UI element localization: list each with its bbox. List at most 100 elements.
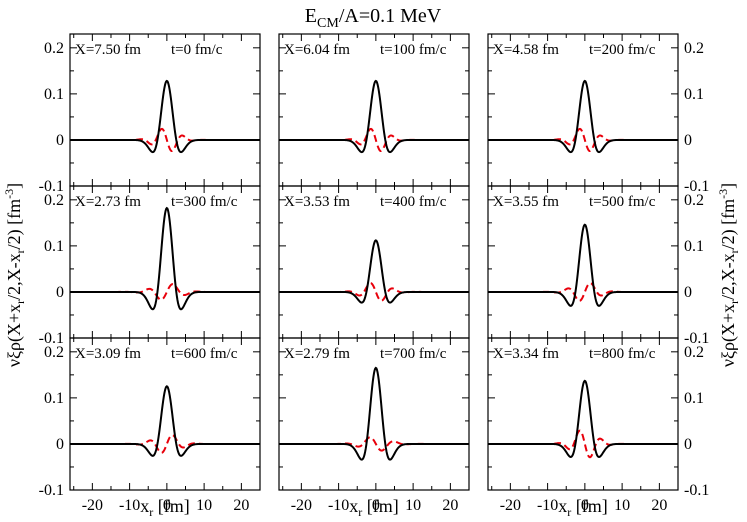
panel-grid: -0.1 0 0.1 0.2 X=7.50 fm t=0 fm/c X=6.04 fm t=1…: [39, 33, 709, 514]
panel: -0.1 0 0.1 0.2 X=7.50 fm t=0 fm/c: [39, 33, 261, 195]
panel-label-x: X=3.53 fm: [284, 194, 350, 210]
y-tick-label-right: -0.1: [684, 330, 709, 347]
x-tick-label: 10: [614, 497, 630, 514]
x-tick-label: 10: [405, 497, 421, 514]
panel-curves: [70, 206, 260, 311]
x-axis-label: xr [fm]: [349, 496, 398, 519]
panel-curves: [70, 385, 260, 457]
y-tick-label-right: -0.1: [684, 482, 709, 499]
x-axis-labels: xr [fm] xr [fm] xr [fm]: [140, 496, 607, 519]
panel: X=3.53 fm t=400 fm/c: [278, 185, 470, 339]
x-tick-label: 20: [233, 497, 249, 514]
y-tick-label-right: -0.1: [684, 178, 709, 195]
figure-title: ECM/A=0.1 MeV: [305, 5, 442, 31]
panel-label-x: X=3.55 fm: [493, 194, 559, 210]
panel-label-x: X=6.04 fm: [284, 42, 350, 58]
y-tick-label-right: 0.2: [684, 344, 704, 361]
y-axis-label-right: νξρ(X+xr/2,X-xr/2) [fm-3]: [716, 183, 741, 367]
x-axis-label: xr [fm]: [140, 496, 189, 519]
y-tick-label: 0.2: [44, 192, 64, 209]
x-tick-label: 20: [442, 497, 458, 514]
panel-label-t: t=200 fm/c: [589, 42, 656, 58]
title-sub: CM: [317, 16, 339, 31]
panel-label-x: X=3.34 fm: [493, 346, 559, 362]
series-solid-line: [70, 206, 260, 311]
y-tick-label-right: 0: [684, 132, 692, 149]
x-tick-label: -20: [500, 497, 521, 514]
panel-label-x: X=2.73 fm: [75, 194, 141, 210]
panel: -20 -10 0 10 20 X=2.79 fm t=700 fm/c: [278, 337, 470, 514]
x-tick-label: -10: [119, 497, 140, 514]
y-tick-label: 0.2: [44, 40, 64, 57]
y-tick-label-right: 0: [684, 284, 692, 301]
series-dashed-line: [70, 434, 260, 454]
y-tick-label-right: 0.1: [684, 238, 704, 255]
panel-frame: [487, 337, 679, 491]
y-tick-label-right: 0.1: [684, 86, 704, 103]
panel-label-x: X=4.58 fm: [493, 42, 559, 58]
x-tick-label: -10: [537, 497, 558, 514]
series-solid-line: [488, 223, 678, 307]
panel-curves: [70, 79, 260, 154]
x-tick-label: 20: [651, 497, 667, 514]
panel: X=6.04 fm t=100 fm/c: [278, 33, 470, 187]
x-tick-label: 10: [196, 497, 212, 514]
y-tick-label-right: 0.2: [684, 192, 704, 209]
panel-frame: [69, 337, 261, 491]
x-tick-label: -10: [328, 497, 349, 514]
y-tick-label: -0.1: [39, 178, 64, 195]
y-tick-label: -0.1: [39, 482, 64, 499]
series-solid-line: [70, 79, 260, 154]
panel-curves: [279, 239, 469, 304]
series-dashed-line: [279, 282, 469, 302]
y-tick-label-right: 0: [684, 436, 692, 453]
panel-label-t: t=700 fm/c: [380, 346, 447, 362]
series-dashed-line: [488, 429, 678, 459]
panel-curves: [279, 366, 469, 461]
y-tick-label: 0.1: [44, 390, 64, 407]
panel-label-t: t=400 fm/c: [380, 194, 447, 210]
x-tick-label: -20: [82, 497, 103, 514]
panel-label-t: t=600 fm/c: [171, 346, 238, 362]
y-tick-label: 0: [56, 436, 64, 453]
panel-curves: [488, 223, 678, 307]
x-tick-label: 0: [372, 497, 380, 514]
panel-curves: [279, 79, 469, 154]
series-solid-line: [279, 239, 469, 304]
panel-frame: [278, 337, 470, 491]
panel: -0.1 0 0.1 0.2 X=3.55 fm t=500 fm/c: [487, 185, 709, 347]
y-tick-label-right: 0.1: [684, 390, 704, 407]
panel-label-x: X=3.09 fm: [75, 346, 141, 362]
y-tick-label: 0.2: [44, 344, 64, 361]
x-axis-label: xr [fm]: [558, 496, 607, 519]
y-tick-label: -0.1: [39, 330, 64, 347]
series-solid-line: [279, 79, 469, 154]
y-tick-label: 0: [56, 132, 64, 149]
y-tick-label-right: 0.2: [684, 40, 704, 57]
panel-label-t: t=500 fm/c: [589, 194, 656, 210]
title-main: E: [305, 5, 317, 27]
x-tick-label: 0: [163, 497, 171, 514]
panel-curves: [488, 379, 678, 459]
panel-label-x: X=2.79 fm: [284, 346, 350, 362]
panel: -20 -10 0 10 20 -0.1 0 0.1 0.2 X=3.34 fm t=800 fm/…: [487, 337, 709, 514]
x-tick-label: 0: [581, 497, 589, 514]
panel-curves: [488, 79, 678, 154]
x-tick-label: -20: [291, 497, 312, 514]
series-solid-line: [488, 79, 678, 154]
panel: -0.1 0 0.1 0.2 X=2.73 fm t=300 fm/c: [39, 185, 261, 347]
panel: -20 -10 0 10 20 -0.1 0 0.1 0.2 X=3.09 fm t=600 fm/…: [39, 337, 261, 514]
y-axis-label-left: νξρ(X+xr/2,X-xr/2) [fm-3]: [2, 183, 27, 367]
series-dashed-line: [279, 436, 469, 452]
panel-label-t: t=100 fm/c: [380, 42, 447, 58]
series-dashed-line: [488, 282, 678, 302]
panel-label-t: t=800 fm/c: [589, 346, 656, 362]
series-solid-line: [70, 385, 260, 457]
y-tick-label: 0.1: [44, 238, 64, 255]
y-tick-label: 0: [56, 284, 64, 301]
panel-label-t: t=300 fm/c: [171, 194, 238, 210]
y-tick-label: 0.1: [44, 86, 64, 103]
panel-label-t: t=0 fm/c: [171, 42, 223, 58]
panel-label-x: X=7.50 fm: [75, 42, 141, 58]
